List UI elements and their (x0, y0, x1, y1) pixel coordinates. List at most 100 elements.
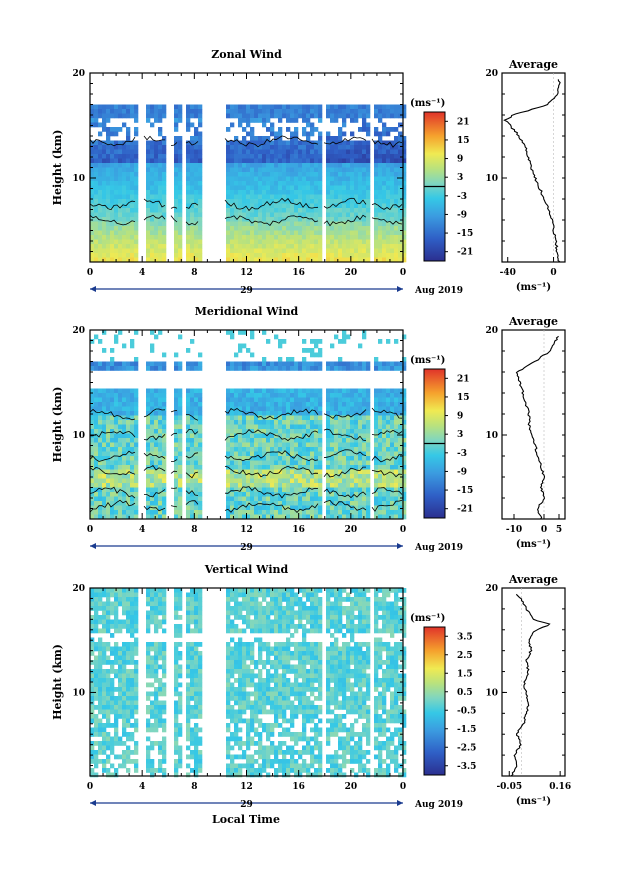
contour-line (186, 414, 199, 421)
contour-line (89, 408, 136, 421)
x-axis-label: Local Time (212, 813, 280, 826)
colorbar-unit: (ms⁻¹) (410, 613, 445, 624)
month-label: Aug 2019 (414, 800, 463, 810)
contour-line (143, 408, 166, 418)
contour-line (143, 489, 166, 498)
contour-lines (89, 135, 403, 227)
heatmap (90, 104, 407, 263)
contour-line (143, 434, 166, 441)
profile-line (503, 79, 561, 263)
contour-line (323, 197, 367, 209)
profile-x-tick-label: -10 (506, 525, 522, 535)
profile-x-tick-label: 5 (556, 525, 562, 535)
x-tick-label: 0 (400, 268, 406, 278)
date-tick-label: 29 (240, 286, 253, 296)
profile-x-tick-label: -0.05 (496, 782, 522, 792)
panel-3: Vertical Wind 0 4 8 12 16 20 0 20 10 Height (km) 29… (51, 563, 571, 810)
contour-line (371, 499, 403, 512)
contour-line (143, 198, 166, 208)
x-tick-label: 20 (345, 525, 358, 535)
contour-line (143, 214, 166, 221)
x-tick-label: 12 (240, 782, 253, 792)
contour-line (170, 410, 178, 413)
contour-line (224, 215, 319, 226)
contour-line (224, 197, 319, 212)
colorbar-tick-label: -9 (457, 467, 467, 477)
x-tick-label: 4 (139, 268, 145, 278)
colorbar-tick-label: -0.5 (457, 706, 476, 716)
contour-line (185, 452, 199, 459)
colorbar-tick-label: -2.5 (457, 743, 476, 753)
x-tick-label: 8 (191, 268, 197, 278)
heatmap (90, 330, 407, 520)
date-axis-arrow-left (90, 286, 96, 292)
contour-line (323, 449, 367, 459)
colorbar-tick-label: -21 (457, 505, 473, 515)
average-profile: Average -10 0 5 20 10 (ms⁻¹) (485, 315, 566, 550)
contour-line (89, 499, 136, 513)
colorbar-tick-label: -21 (457, 248, 473, 258)
contour-line (371, 429, 403, 436)
month-label: Aug 2019 (414, 286, 463, 296)
x-tick-label: 0 (87, 782, 93, 792)
contour-line (224, 450, 319, 462)
colorbar-tick-label: 3.5 (457, 632, 473, 642)
contour-line (371, 487, 403, 495)
y-tick-label: 10 (72, 431, 85, 441)
x-tick-label: 20 (345, 268, 358, 278)
colorbar: (ms⁻¹) 3.5 2.5 1.5 0.5 -0.5 -1.5 -2.5 -3.5 (410, 613, 476, 776)
x-tick-label: 8 (191, 525, 197, 535)
contour-line (323, 488, 367, 499)
colorbar-tick-label: -3 (457, 449, 467, 459)
colorbar-tick-label: 21 (457, 374, 470, 384)
contour-line (185, 428, 199, 435)
contour-line (170, 215, 178, 223)
colorbar-unit: (ms⁻¹) (410, 355, 445, 366)
month-label: Aug 2019 (414, 543, 463, 553)
colorbar-tick-label: 15 (457, 136, 470, 146)
contour-line (323, 409, 367, 419)
x-tick-label: 0 (400, 782, 406, 792)
profile-y-tick-label: 20 (485, 69, 498, 79)
contour-line (89, 466, 136, 476)
contour-line (185, 141, 199, 146)
profile-frame (501, 329, 566, 520)
x-tick-label: 4 (139, 782, 145, 792)
contour-line (143, 505, 166, 512)
colorbar-unit: (ms⁻¹) (410, 98, 445, 109)
colorbar-tick-label: -9 (457, 210, 467, 220)
chart-title: Meridional Wind (195, 305, 299, 318)
profile-title: Average (508, 573, 558, 586)
x-tick-label: 16 (292, 525, 305, 535)
contour-line (170, 142, 178, 146)
colorbar-tick-label: 21 (457, 117, 470, 127)
x-tick-label: 0 (87, 525, 93, 535)
x-tick-label: 16 (292, 782, 305, 792)
x-tick-label: 12 (240, 525, 253, 535)
contour-line (323, 499, 367, 511)
colorbar-tick-label: 9 (457, 412, 463, 422)
average-profile: Average -40 0 20 10 (ms⁻¹) (485, 58, 566, 293)
y-axis-label: Height (km) (51, 387, 64, 463)
contour-line (224, 465, 319, 478)
contour-line (170, 206, 178, 209)
date-axis-arrow-right (397, 543, 403, 549)
contour-line (143, 135, 165, 142)
heatmap (90, 588, 407, 778)
contour-line (185, 221, 199, 226)
contour-line (185, 490, 199, 496)
contour-line (143, 464, 166, 472)
profile-frame (501, 72, 566, 263)
profile-title: Average (508, 315, 558, 328)
contour-line (371, 217, 403, 225)
y-axis-label: Height (km) (51, 130, 64, 206)
profile-frame (501, 587, 566, 777)
contour-line (89, 200, 136, 211)
y-tick-label: 20 (72, 326, 85, 336)
contour-line (89, 450, 136, 462)
average-profile: Average -0.05 0.16 20 10 (ms⁻¹) (485, 573, 571, 807)
contour-line (89, 486, 136, 499)
colorbar-tick-label: -3.5 (457, 762, 476, 772)
colorbar: (ms⁻¹) 21 15 9 3 -3 -9 -15 -21 (410, 355, 473, 519)
date-axis-arrow-right (397, 286, 403, 292)
